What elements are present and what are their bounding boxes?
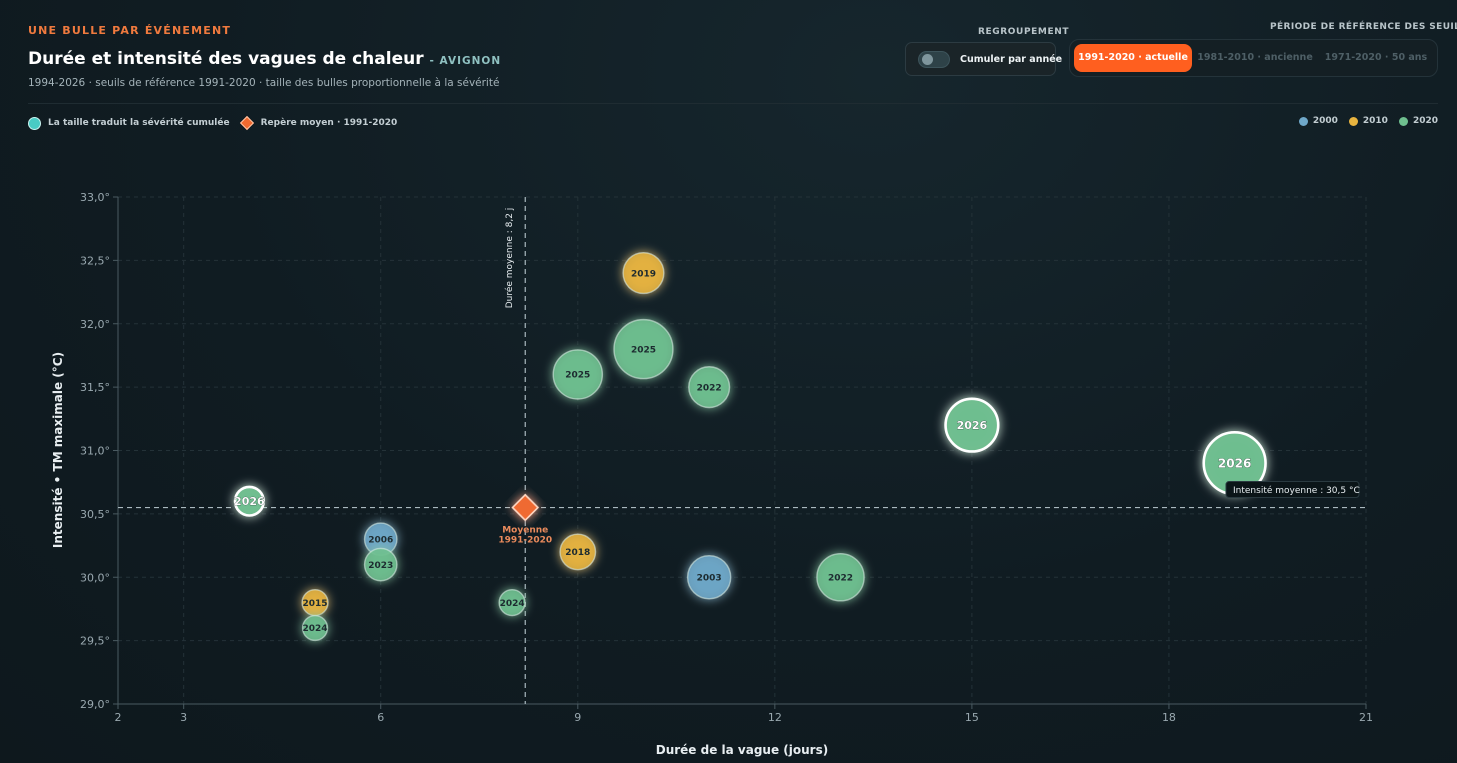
mean-marker	[511, 493, 540, 522]
bubble-label-2026: 2026	[957, 419, 988, 432]
mean-legend-text: Repère moyen · 1991-2020	[260, 118, 398, 128]
period-selector: 1991-2020 · actuelle 1981-2010 · ancienn…	[1069, 39, 1438, 77]
x-tick-label: 21	[1359, 711, 1373, 724]
y-tick-label: 32,5°	[80, 254, 110, 267]
cumulate-toggle-control[interactable]: Cumuler par année	[905, 42, 1062, 76]
bubble-label-2025: 2025	[565, 371, 590, 381]
y-tick-label: 30,0°	[80, 571, 110, 584]
legend-label-2010: 2010	[1362, 116, 1388, 126]
reference-lines: Durée moyenne : 8,2 j	[118, 197, 1366, 704]
grouping-label: REGROUPEMENT	[978, 27, 1070, 37]
bubble-2024[interactable]	[301, 614, 329, 642]
bubble-label-2026: 2026	[1218, 456, 1251, 470]
period-option-1981-2010[interactable]: 1981-2010 · ancienne	[1197, 52, 1313, 63]
bubble-2018[interactable]	[559, 533, 597, 571]
bubble-2025[interactable]	[552, 349, 604, 400]
size-legend-text: La taille traduit la sévérité cumulée	[48, 118, 230, 128]
mean-marker-label-line1: Moyenne	[502, 526, 548, 536]
bubble-layer: 2026 2025 2026 2025 2022 2003 2019 2022 2018 2006…	[233, 251, 1267, 642]
kicker: UNE BULLE PAR ÉVÉNEMENT	[28, 24, 232, 37]
x-tick-label: 15	[965, 711, 979, 724]
bubble-2026[interactable]	[233, 485, 265, 517]
y-tick-label: 33,0°	[80, 191, 110, 204]
legend-item-2010[interactable]: 2010	[1348, 116, 1388, 126]
mean-intensity-label-box	[1225, 481, 1360, 499]
chart-axes: 29,0° 29,5° 30,0° 30,5° 31,0° 31,5° 32,0° 32,5°…	[80, 191, 1373, 724]
decade-legend: 2000 2010 2020	[1288, 116, 1438, 126]
bubble-label-2023: 2023	[368, 561, 393, 571]
legend-label-2020: 2020	[1412, 116, 1438, 126]
legend-notes: La taille traduit la sévérité cumulée Re…	[28, 115, 397, 131]
period-label: PÉRIODE DE RÉFÉRENCE DES SEUILS	[1270, 22, 1457, 32]
bubble-2023[interactable]	[363, 547, 398, 582]
title-text: Durée et intensité des vagues de chaleur	[28, 49, 424, 69]
bubble-2003[interactable]	[686, 555, 732, 600]
y-tick-label: 30,5°	[80, 508, 110, 521]
x-tick-label: 9	[574, 711, 581, 724]
subtitle: 1994-2026 · seuils de référence 1991-202…	[28, 77, 500, 89]
x-tick-label: 2	[115, 711, 122, 724]
bubble-label-2003: 2003	[697, 573, 722, 583]
mean-marker-label-line2: 1991-2020	[498, 536, 552, 546]
mean-intensity-label: Intensité moyenne : 30,5 °C	[1233, 485, 1360, 496]
legend-item-2020[interactable]: 2020	[1398, 116, 1438, 126]
legend-dot-2020	[1398, 116, 1408, 126]
bubble-label-2006: 2006	[368, 535, 393, 545]
header-divider	[28, 103, 1438, 104]
page-title: Durée et intensité des vagues de chaleur…	[28, 49, 501, 69]
size-legend-icon	[28, 116, 41, 130]
bubble-label-2022: 2022	[697, 383, 722, 393]
x-tick-label: 6	[377, 711, 384, 724]
mean-marker-layer: Intensité moyenne : 30,5 °C Moyenne1991-2…	[498, 481, 1360, 546]
legend-dot-2010	[1348, 116, 1358, 126]
legend-item-2000[interactable]: 2000	[1298, 116, 1338, 126]
toggle-label: Cumuler par année	[960, 54, 1063, 65]
bubble-2025[interactable]	[613, 318, 674, 380]
x-tick-label: 12	[768, 711, 782, 724]
bubble-label-2024: 2024	[303, 624, 328, 634]
bubble-label-2026: 2026	[234, 495, 265, 508]
y-tick-label: 31,5°	[80, 381, 110, 394]
bubble-2022[interactable]	[816, 552, 865, 602]
mean-duration-label: Durée moyenne : 8,2 j	[504, 208, 515, 309]
legend-dot-2000	[1298, 116, 1308, 126]
legend-label-2000: 2000	[1312, 116, 1338, 126]
x-tick-label: 18	[1162, 711, 1176, 724]
y-tick-label: 32,0°	[80, 318, 110, 331]
y-axis-title: Intensité • TM maximale (°C)	[51, 352, 65, 548]
y-tick-label: 29,0°	[80, 698, 110, 711]
x-tick-label: 3	[180, 711, 187, 724]
bubble-2026[interactable]	[944, 397, 1000, 453]
bubble-label-2018: 2018	[565, 548, 590, 558]
bubble-label-2025: 2025	[631, 345, 656, 355]
period-option-1991-2020[interactable]: 1991-2020 · actuelle	[1074, 44, 1192, 72]
y-tick-label: 31,0°	[80, 445, 110, 458]
bubble-2024[interactable]	[498, 588, 526, 617]
bubble-label-2022: 2022	[828, 573, 853, 583]
bubble-2019[interactable]	[622, 251, 665, 295]
city-label: - AVIGNON	[429, 55, 502, 67]
bubble-label-2024: 2024	[500, 599, 525, 609]
toggle-switch[interactable]	[918, 51, 950, 68]
y-tick-label: 29,5°	[80, 635, 110, 648]
toggle-knob	[922, 54, 933, 65]
bubble-label-2019: 2019	[631, 269, 656, 279]
period-option-1971-2020[interactable]: 1971-2020 · 50 ans	[1324, 52, 1428, 63]
x-axis-title: Durée de la vague (jours)	[656, 743, 828, 757]
bubble-2022[interactable]	[688, 366, 731, 409]
bubble-label-2015: 2015	[303, 599, 328, 609]
